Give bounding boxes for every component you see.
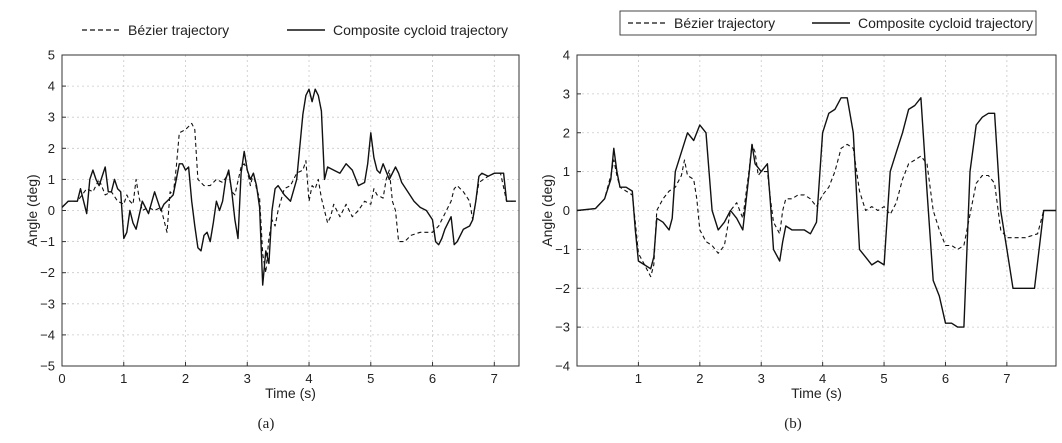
chart-b-legend-label: Composite cycloid trajectory bbox=[858, 15, 1033, 31]
chart-b-ytick-label: 4 bbox=[563, 48, 570, 63]
chart-b-xlabel: Time (s) bbox=[791, 385, 842, 401]
chart-b-ytick-label: 1 bbox=[563, 164, 570, 179]
chart-b-ytick-label: 3 bbox=[563, 86, 570, 101]
chart-a-legend-label: Composite cycloid trajectory bbox=[333, 22, 508, 38]
chart-b-ytick-label: −4 bbox=[555, 359, 570, 374]
chart-b-xtick-label: 5 bbox=[880, 371, 887, 386]
chart-b-xtick-label: 7 bbox=[1003, 371, 1010, 386]
chart-a-ytick-label: 4 bbox=[48, 79, 55, 94]
chart-b-ylabel: Angle (deg) bbox=[539, 174, 555, 246]
chart-a-xtick-label: 4 bbox=[305, 371, 312, 386]
chart-a-ytick-label: 5 bbox=[48, 48, 55, 63]
chart-a-ytick-label: 3 bbox=[48, 110, 55, 125]
chart-b-panel-label: (b) bbox=[784, 416, 802, 432]
chart-b-xtick-label: 4 bbox=[819, 371, 826, 386]
chart-a-xlabel: Time (s) bbox=[265, 385, 316, 401]
chart-a-series-bezier-line bbox=[62, 122, 513, 274]
chart-a-xtick-label: 3 bbox=[244, 371, 251, 386]
chart-a-ylabel: Angle (deg) bbox=[24, 174, 40, 246]
chart-a-xtick-label: 5 bbox=[367, 371, 374, 386]
chart-b-xtick-label: 6 bbox=[942, 371, 949, 386]
chart-a-legend-label: Bézier trajectory bbox=[128, 22, 229, 38]
chart-a-series-cycloid-line bbox=[62, 88, 516, 286]
chart-b-xtick-label: 2 bbox=[696, 371, 703, 386]
chart-a-ytick-label: −4 bbox=[40, 327, 55, 342]
chart-a-ytick-label: 2 bbox=[48, 141, 55, 156]
chart-a-ytick-label: 0 bbox=[48, 203, 55, 218]
chart-a-ytick-label: −2 bbox=[40, 265, 55, 280]
chart-b-series-cycloid-line bbox=[577, 97, 1056, 328]
chart-panel-b: 1 2 3 4 5 6 7 −4 −3 −2 −1 0 1 2 3 4 Time (s) Angle (deg) B… bbox=[531, 0, 1062, 438]
chart-b-ytick-label: −2 bbox=[555, 281, 570, 296]
chart-b-legend: Bézier trajectory Composite cycloid traje… bbox=[619, 10, 1037, 36]
chart-a-xtick-label: 7 bbox=[491, 371, 498, 386]
chart-b-xtick-label: 1 bbox=[635, 371, 642, 386]
chart-a-xtick-label: 6 bbox=[429, 371, 436, 386]
chart-a-xtick-label: 2 bbox=[182, 371, 189, 386]
chart-b-ytick-label: 0 bbox=[563, 203, 570, 218]
chart-a-ytick-label: −5 bbox=[40, 359, 55, 374]
chart-a: 0 1 2 3 4 5 6 7 −5 −4 −3 −2 −1 0 1 2 3 4 5 Time (s) Angle (d… bbox=[24, 22, 520, 432]
chart-b-ytick-label: −3 bbox=[555, 320, 570, 335]
chart-a-legend: Bézier trajectory Composite cycloid traje… bbox=[82, 22, 508, 38]
chart-a-xtick-label: 0 bbox=[58, 371, 65, 386]
chart-a-panel-label: (a) bbox=[258, 416, 275, 432]
chart-a-xtick-label: 1 bbox=[120, 371, 127, 386]
chart-b-legend-label: Bézier trajectory bbox=[674, 15, 775, 31]
chart-b-xtick-label: 3 bbox=[758, 371, 765, 386]
chart-a-ytick-label: −1 bbox=[40, 234, 55, 249]
chart-panel-a: 0 1 2 3 4 5 6 7 −5 −4 −3 −2 −1 0 1 2 3 4 5 Time (s) Angle (d… bbox=[0, 0, 531, 438]
chart-a-ytick-label: −3 bbox=[40, 296, 55, 311]
chart-b-ytick-label: −1 bbox=[555, 242, 570, 257]
chart-b-ytick-label: 2 bbox=[563, 125, 570, 140]
chart-a-ytick-label: 1 bbox=[48, 172, 55, 187]
